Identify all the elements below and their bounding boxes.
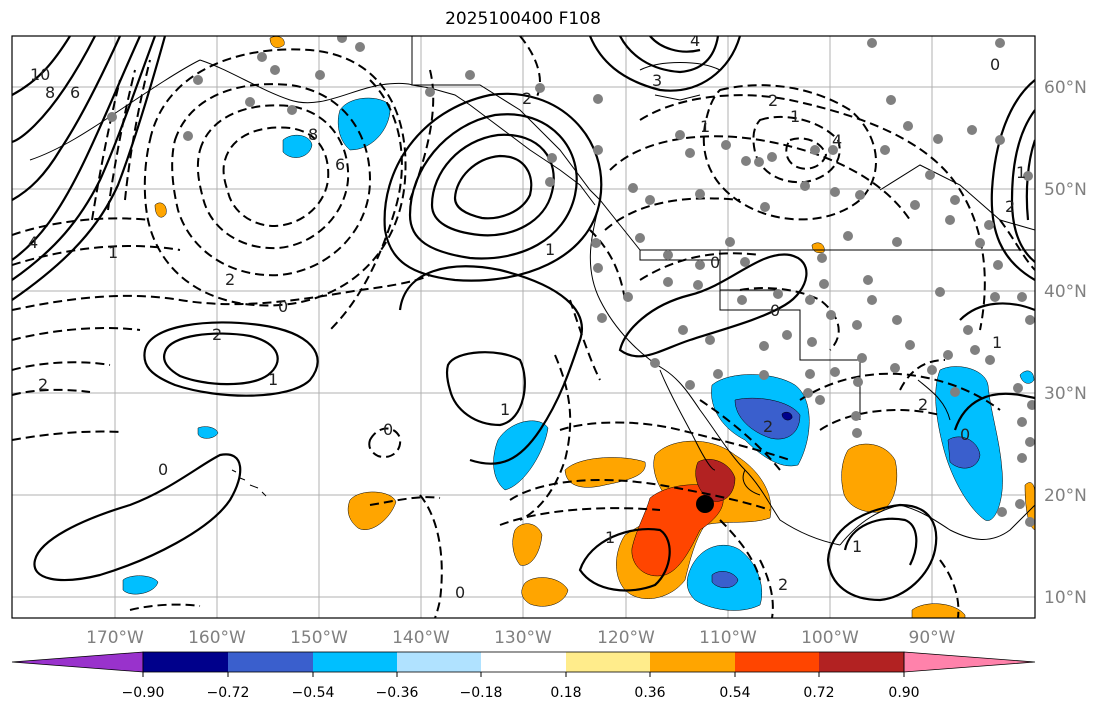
latitude-labels: 60°N 50°N 40°N 30°N 20°N 10°N: [1044, 78, 1087, 608]
colorbar-tick-label: 0.54: [719, 685, 750, 701]
svg-text:3: 3: [652, 71, 662, 90]
lat-label-30n: 30°N: [1044, 384, 1087, 404]
colorbar-tick-label: −0.72: [207, 685, 250, 701]
svg-text:2: 2: [778, 575, 788, 594]
svg-text:2: 2: [38, 375, 48, 394]
svg-text:2: 2: [768, 91, 778, 110]
colorbar-tick-label: 0.18: [550, 685, 581, 701]
svg-text:2: 2: [1005, 197, 1015, 216]
lat-label-60n: 60°N: [1044, 78, 1087, 98]
lat-label-10n: 10°N: [1044, 588, 1087, 608]
colorbar-segment-7: [650, 652, 735, 672]
figure-title: 2025100400 F108: [445, 9, 601, 29]
svg-text:0: 0: [710, 253, 720, 272]
longitude-labels: 170°W 160°W 150°W 140°W 130°W 120°W 110°…: [86, 628, 956, 648]
svg-text:4: 4: [690, 31, 700, 50]
lon-label-120w: 120°W: [597, 628, 655, 648]
colorbar-segment-6: [566, 652, 650, 672]
svg-text:1: 1: [500, 400, 510, 419]
svg-text:0: 0: [278, 297, 288, 316]
svg-text:0: 0: [990, 55, 1000, 74]
colorbar-segment-3: [313, 652, 397, 672]
svg-text:8: 8: [45, 83, 55, 102]
lat-label-20n: 20°N: [1044, 486, 1087, 506]
colorbar-segment-4: [397, 652, 481, 672]
colorbar-segment-2: [228, 652, 313, 672]
colorbar-segment-0: [11, 651, 144, 673]
svg-text:1: 1: [268, 370, 278, 389]
colorbar-tick-label: −0.90: [122, 685, 165, 701]
colorbar-tick-label: 0.36: [634, 685, 665, 701]
lon-label-170w: 170°W: [86, 628, 144, 648]
svg-text:2: 2: [522, 89, 532, 108]
colorbar-tick-label: 0.90: [888, 685, 919, 701]
svg-text:10: 10: [30, 65, 50, 84]
colorbar-tick-label: −0.54: [292, 685, 335, 701]
lon-label-150w: 150°W: [290, 628, 348, 648]
svg-text:1: 1: [605, 528, 615, 547]
svg-text:0: 0: [960, 425, 970, 444]
colorbar-segment-10: [903, 651, 1036, 673]
colorbar-tick-label: −0.36: [376, 685, 419, 701]
storm-center-marker: [696, 495, 714, 513]
svg-text:1: 1: [545, 240, 555, 259]
lat-label-50n: 50°N: [1044, 180, 1087, 200]
lon-label-160w: 160°W: [188, 628, 246, 648]
lon-label-90w: 90°W: [909, 628, 956, 648]
svg-text:0: 0: [770, 301, 780, 320]
svg-text:2: 2: [918, 395, 928, 414]
svg-text:0: 0: [383, 420, 393, 439]
observation-points: [107, 36, 1035, 527]
colorbar-tick-label: 0.72: [803, 685, 834, 701]
map-border: [11, 35, 1036, 619]
colorbar-segment-5: [481, 652, 566, 672]
lon-label-130w: 130°W: [494, 628, 552, 648]
lon-label-100w: 100°W: [801, 628, 859, 648]
contours: [12, 36, 1035, 618]
svg-text:6: 6: [335, 155, 345, 174]
svg-text:2: 2: [212, 325, 222, 344]
colorbar-segment-9: [819, 652, 904, 672]
svg-text:1: 1: [992, 333, 1002, 352]
lat-label-40n: 40°N: [1044, 282, 1087, 302]
svg-text:8: 8: [308, 125, 318, 144]
svg-text:1: 1: [852, 537, 862, 556]
svg-text:2: 2: [763, 417, 773, 436]
svg-text:4: 4: [28, 233, 38, 252]
lon-label-110w: 110°W: [699, 628, 757, 648]
svg-text:1: 1: [700, 117, 710, 136]
colorbar-segment-1: [143, 652, 228, 672]
svg-text:0: 0: [158, 460, 168, 479]
colorbar: −0.90 −0.72 −0.54 −0.36 −0.18 0.18 0.36 …: [11, 651, 1036, 701]
svg-text:6: 6: [70, 83, 80, 102]
svg-text:4: 4: [832, 131, 842, 150]
colorbar-tick-label: −0.18: [460, 685, 503, 701]
lon-label-140w: 140°W: [392, 628, 450, 648]
svg-text:1: 1: [108, 243, 118, 262]
contour-labels: 10 8 6 6 8 4 2 1 2 0 2 1 2 1 0 0 1 4 3 2…: [28, 31, 1026, 602]
svg-text:2: 2: [225, 270, 235, 289]
svg-text:0: 0: [455, 583, 465, 602]
svg-text:1: 1: [790, 107, 800, 126]
svg-text:1: 1: [1016, 163, 1026, 182]
colorbar-segment-8: [735, 652, 819, 672]
